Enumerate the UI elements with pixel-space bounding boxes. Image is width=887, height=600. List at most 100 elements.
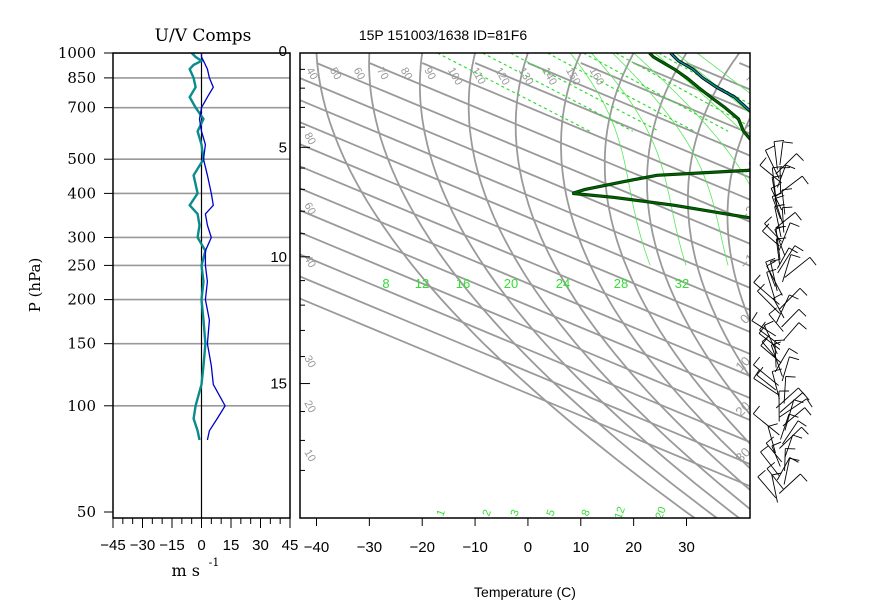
dry-adiabat: [726, 115, 750, 323]
wind-barb-flag: [774, 204, 785, 207]
isotherm: [300, 99, 750, 289]
wind-barb-flag: [802, 392, 810, 401]
wind-barb-staff: [781, 189, 786, 215]
temperature-tick-label: 20: [625, 539, 642, 556]
wind-barb-flag: [788, 348, 798, 354]
pressure-tick-label: 50: [77, 503, 96, 521]
moist-adiabat: [654, 53, 750, 140]
dry-adiabat: [418, 53, 741, 518]
wind-barb-staff: [784, 256, 811, 278]
uv-x-ticks: −45 −30 −15 0 15 30 45: [100, 518, 298, 554]
wind-barb-flag: [797, 420, 807, 427]
mixing-ratio-label: 1: [434, 508, 447, 518]
wind-barb-flag: [782, 206, 793, 209]
mixing-ratio-line: [547, 53, 695, 132]
uv-x-tick-label: 45: [282, 537, 299, 554]
wind-barb-flag: [799, 287, 808, 296]
wind-barb-staff: [771, 177, 778, 206]
wind-barb-flag: [773, 293, 783, 299]
isotherm: [316, 62, 750, 245]
uv-x-tick-label: 30: [252, 537, 269, 554]
wind-barb-staff: [782, 407, 805, 427]
pressure-tick-label: 200: [67, 291, 96, 309]
wind-barb-staff: [773, 298, 785, 319]
wind-barb-staff: [757, 476, 777, 499]
wind-barb-staff: [766, 265, 783, 296]
wind-barbs: [751, 139, 817, 503]
wind-barb-staff: [774, 198, 784, 224]
wind-barb-flag: [792, 434, 803, 439]
wind-barb-staff: [776, 164, 787, 188]
isotherm-label: 20: [732, 398, 753, 419]
wind-barb-staff: [783, 458, 791, 485]
wind-barb-flag: [766, 268, 777, 273]
skewt-x-ticks: −40 −30 −20 −10 0 10 20 30: [304, 518, 695, 556]
wind-barb-flag: [782, 141, 793, 144]
moist-adiabat-label: 12: [415, 276, 429, 291]
dry-adiabat-label: 100: [445, 66, 465, 88]
mixing-ratio-label: 20: [653, 505, 668, 521]
wind-barb-flag: [753, 369, 760, 379]
uv-series-line-0: [188, 53, 207, 441]
isotherm: [300, 209, 750, 400]
wind-barb-flag: [771, 472, 782, 476]
isotherm: [300, 121, 750, 311]
dry-adiabat: [766, 46, 887, 547]
wind-barb-flag: [794, 212, 802, 221]
temperature-tick-label: 0: [524, 539, 532, 556]
wind-barb-flag: [789, 457, 800, 461]
moist-adiabat-label: 20: [504, 276, 518, 291]
wind-barb-staff: [771, 371, 780, 400]
temperature-tick-label: 10: [572, 539, 589, 556]
dry-adiabat-label: 50: [327, 66, 344, 83]
wind-barb-staff: [764, 150, 780, 179]
wind-barb-flag: [758, 325, 766, 334]
wind-barb-flag: [789, 222, 800, 227]
wind-barb-flag: [767, 423, 778, 427]
wind-barb-staff: [759, 164, 782, 184]
dry-adiabat: [875, 46, 887, 547]
wind-barb-flag: [790, 254, 801, 258]
pressure-tick-label: 100: [67, 397, 96, 415]
wind-barb-staff: [781, 356, 790, 382]
wind-barb-flag: [785, 164, 796, 170]
isotherm: [300, 231, 750, 422]
wind-barb-staff: [773, 141, 778, 170]
wind-barb-flag: [775, 225, 786, 229]
wind-barb-flag: [772, 192, 782, 198]
uv-y-axis-label: P (hPa): [26, 258, 44, 313]
dry-adiabat: [514, 53, 750, 492]
moist-adiabat: [696, 53, 750, 94]
wind-barb-staff: [766, 468, 784, 490]
wind-barb-staff: [774, 340, 777, 368]
isotherm-label: −50: [741, 60, 767, 86]
isotherm: [300, 187, 750, 377]
moist-adiabat: [633, 53, 750, 187]
wind-barb-flag: [751, 312, 758, 321]
skewt-profiles: [571, 53, 750, 220]
wind-barb-staff: [751, 320, 777, 337]
wind-barb-staff: [760, 345, 782, 364]
uv-x-axis-label-exponent: -1: [209, 556, 220, 569]
wind-barb-staff: [782, 322, 800, 341]
profile-line-1: [572, 53, 750, 219]
wind-barb-flag: [800, 473, 808, 482]
wind-barb-flag: [794, 245, 804, 252]
wind-barb-staff: [774, 206, 782, 238]
wind-barb-flag: [772, 175, 782, 178]
moist-adiabat-label: 28: [614, 276, 628, 291]
wind-barb-staff: [768, 313, 784, 332]
mixing-ratio-label: 12: [612, 505, 627, 521]
pressure-tick-label: 700: [67, 99, 96, 117]
height-tick-label: 15: [270, 376, 287, 393]
wind-barb-staff: [753, 378, 779, 395]
mixing-ratio-label: 5: [544, 508, 557, 518]
wind-barb-staff: [770, 261, 778, 292]
wind-barb-flag: [801, 175, 809, 185]
wind-barb-staff: [780, 413, 790, 440]
wind-barb-staff: [765, 442, 783, 463]
wind-barb-staff: [781, 207, 785, 233]
temperature-tick-label: −30: [357, 539, 382, 556]
wind-barb-staff: [775, 175, 803, 197]
